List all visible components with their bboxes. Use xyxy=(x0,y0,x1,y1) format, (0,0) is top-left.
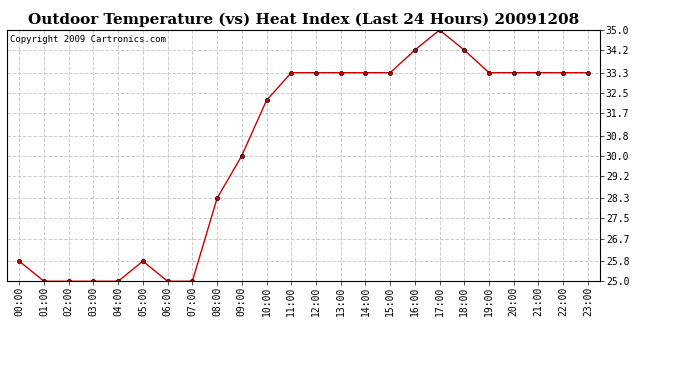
Title: Outdoor Temperature (vs) Heat Index (Last 24 Hours) 20091208: Outdoor Temperature (vs) Heat Index (Las… xyxy=(28,13,579,27)
Text: Copyright 2009 Cartronics.com: Copyright 2009 Cartronics.com xyxy=(10,35,166,44)
